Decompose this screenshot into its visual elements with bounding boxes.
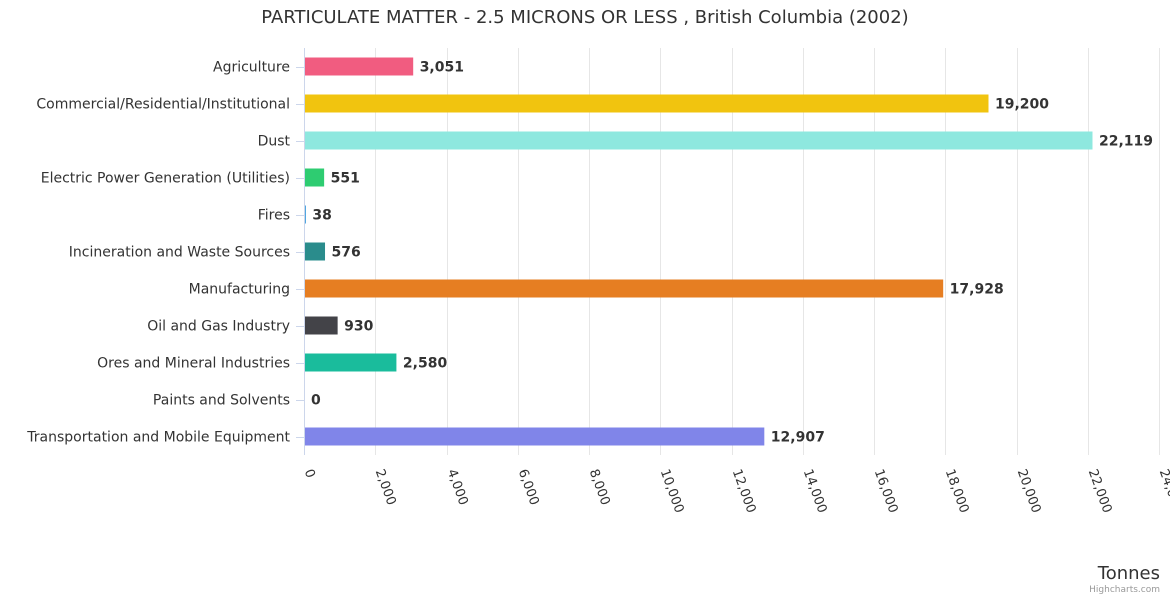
x-axis-title: Tonnes: [1097, 563, 1160, 584]
category-label: Dust: [258, 134, 291, 150]
data-label: 930: [344, 319, 373, 335]
data-label: 0: [311, 393, 321, 409]
x-tick-label: 16,000: [871, 467, 901, 515]
data-label: 2,580: [403, 356, 448, 372]
category-label: Ores and Mineral Industries: [97, 356, 290, 372]
category-label: Electric Power Generation (Utilities): [41, 171, 290, 187]
data-label: 19,200: [995, 97, 1049, 113]
category-label: Manufacturing: [189, 282, 290, 298]
x-tick-label: 20,000: [1014, 467, 1044, 515]
x-tick-label: 10,000: [657, 467, 687, 515]
grid-lines: [375, 48, 1160, 455]
bar[interactable]: [304, 279, 944, 298]
bar[interactable]: [304, 316, 338, 335]
bar[interactable]: [304, 168, 325, 187]
data-label: 3,051: [420, 60, 464, 76]
bar[interactable]: [304, 205, 306, 224]
category-label: Agriculture: [213, 60, 290, 76]
category-label: Fires: [258, 208, 290, 224]
chart-title: PARTICULATE MATTER - 2.5 MICRONS OR LESS…: [261, 7, 909, 28]
data-label: 38: [312, 208, 331, 224]
bar[interactable]: [304, 94, 989, 113]
x-tick-label: 8,000: [586, 467, 613, 507]
x-tick-label: 12,000: [729, 467, 759, 515]
category-label: Paints and Solvents: [153, 393, 290, 409]
data-label: 12,907: [771, 430, 825, 446]
data-label: 576: [332, 245, 361, 261]
x-tick-label: 18,000: [942, 467, 972, 515]
x-tick-label: 2,000: [372, 467, 399, 507]
bar[interactable]: [304, 427, 765, 446]
x-tick-label: 6,000: [515, 467, 542, 507]
data-label: 17,928: [950, 282, 1004, 298]
x-tick-label: 24,000: [1156, 467, 1170, 515]
data-label: 551: [331, 171, 360, 187]
x-tick-label: 4,000: [444, 467, 471, 507]
bars: [304, 57, 1093, 446]
data-label: 22,119: [1099, 134, 1153, 150]
category-label: Commercial/Residential/Institutional: [36, 97, 290, 113]
x-tick-label: 14,000: [800, 467, 830, 515]
category-label: Oil and Gas Industry: [147, 319, 290, 335]
bar[interactable]: [304, 57, 414, 76]
x-tick-label: 0: [301, 467, 318, 480]
x-tick-label: 22,000: [1085, 467, 1115, 515]
bar[interactable]: [304, 353, 397, 372]
category-label: Transportation and Mobile Equipment: [26, 430, 290, 446]
category-label: Incineration and Waste Sources: [69, 245, 290, 261]
credits-link[interactable]: Highcharts.com: [1089, 585, 1160, 595]
bar[interactable]: [304, 242, 326, 261]
bar[interactable]: [304, 131, 1093, 150]
axes: [296, 48, 305, 455]
